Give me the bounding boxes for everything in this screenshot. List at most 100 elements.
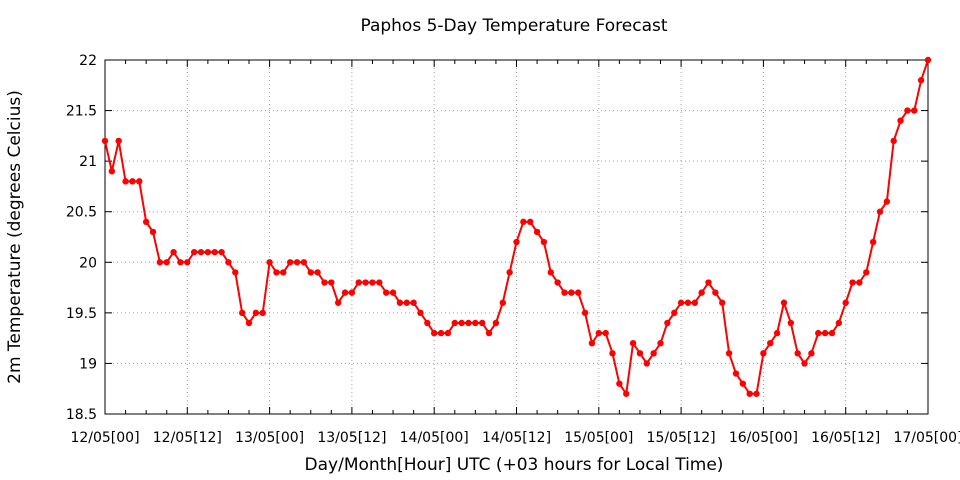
data-point — [177, 259, 184, 266]
data-point — [629, 340, 637, 347]
data-point — [924, 56, 932, 64]
data-point — [698, 289, 705, 296]
data-point — [170, 248, 177, 256]
data-point — [122, 178, 129, 185]
data-point — [835, 319, 843, 327]
data-point — [520, 218, 527, 226]
data-point — [190, 248, 198, 256]
y-tick-label: 20.5 — [66, 205, 97, 221]
data-point — [547, 269, 554, 276]
data-point — [808, 350, 815, 357]
data-point — [780, 299, 788, 306]
data-point — [760, 350, 767, 357]
data-point — [746, 390, 753, 397]
data-point — [115, 137, 122, 145]
data-point — [101, 137, 109, 145]
data-point — [334, 299, 342, 306]
x-tick-label: 12/05[00] — [70, 430, 139, 446]
data-point — [677, 299, 685, 306]
data-point — [245, 319, 253, 327]
data-point — [623, 390, 630, 397]
data-point — [396, 299, 404, 306]
data-point — [376, 279, 383, 286]
series-layer — [101, 56, 932, 397]
data-point — [513, 238, 520, 246]
data-point — [773, 329, 781, 337]
data-point — [266, 259, 273, 266]
data-point — [540, 238, 548, 246]
data-point — [232, 269, 239, 276]
y-tick-label: 21 — [79, 154, 97, 170]
data-point — [794, 350, 801, 357]
y-tick-label: 22 — [79, 53, 97, 69]
data-point — [156, 259, 164, 266]
data-point — [821, 329, 829, 337]
data-point — [561, 289, 568, 296]
data-point — [787, 319, 795, 327]
x-tick-label: 14/05[12] — [482, 430, 551, 446]
data-point — [801, 360, 808, 367]
data-point — [465, 319, 472, 327]
data-point — [437, 329, 445, 337]
data-point — [643, 360, 651, 367]
data-point — [739, 380, 747, 387]
data-point — [506, 269, 513, 276]
x-tick-label: 13/05[00] — [235, 430, 304, 446]
data-point — [876, 208, 884, 215]
y-tick-label: 19.5 — [66, 306, 97, 322]
data-point — [568, 289, 575, 296]
data-point — [883, 198, 891, 205]
data-point — [636, 350, 644, 357]
data-point — [382, 289, 390, 296]
data-point — [719, 299, 726, 306]
data-point — [218, 248, 225, 256]
data-point — [533, 228, 541, 236]
data-point — [280, 269, 287, 276]
data-point — [863, 269, 870, 276]
data-point — [328, 279, 335, 286]
data-point — [897, 117, 904, 124]
data-point — [890, 137, 897, 145]
y-tick-label: 18.5 — [66, 407, 97, 423]
data-point — [650, 350, 657, 357]
data-point — [581, 309, 589, 317]
y-axis-tick-labels: 18.5 19 19.5 20 20.5 21 21.5 22 — [66, 53, 97, 423]
x-tick-label: 16/05[00] — [729, 430, 798, 446]
data-point — [595, 329, 602, 337]
data-point — [828, 329, 836, 337]
data-point — [403, 299, 410, 306]
data-point — [575, 289, 582, 296]
x-tick-label: 14/05[00] — [400, 430, 469, 446]
data-point — [767, 340, 774, 347]
data-point — [458, 319, 465, 327]
data-point — [725, 350, 733, 357]
data-point — [184, 259, 191, 266]
data-point — [369, 279, 376, 286]
y-tick-label: 19 — [79, 356, 97, 372]
y-tick-label: 21.5 — [66, 104, 97, 120]
data-point — [732, 370, 740, 377]
data-point — [588, 340, 596, 347]
data-point — [149, 228, 157, 236]
data-point — [671, 309, 678, 317]
data-point — [492, 319, 500, 327]
data-point — [849, 279, 856, 286]
data-point — [444, 329, 452, 337]
data-point — [197, 248, 205, 256]
data-point — [842, 299, 849, 306]
data-point — [684, 299, 692, 306]
data-point — [163, 259, 170, 266]
x-tick-label: 16/05[12] — [811, 430, 880, 446]
data-point — [293, 259, 301, 266]
data-point — [451, 319, 458, 327]
chart-title: Paphos 5-Day Temperature Forecast — [360, 16, 667, 36]
data-point — [129, 178, 136, 185]
data-point — [664, 319, 671, 327]
y-axis-label: 2m Temperature (degrees Celcius) — [5, 90, 25, 384]
data-point — [527, 218, 534, 226]
data-point — [307, 269, 314, 276]
data-point — [602, 329, 609, 337]
data-point — [314, 269, 321, 276]
